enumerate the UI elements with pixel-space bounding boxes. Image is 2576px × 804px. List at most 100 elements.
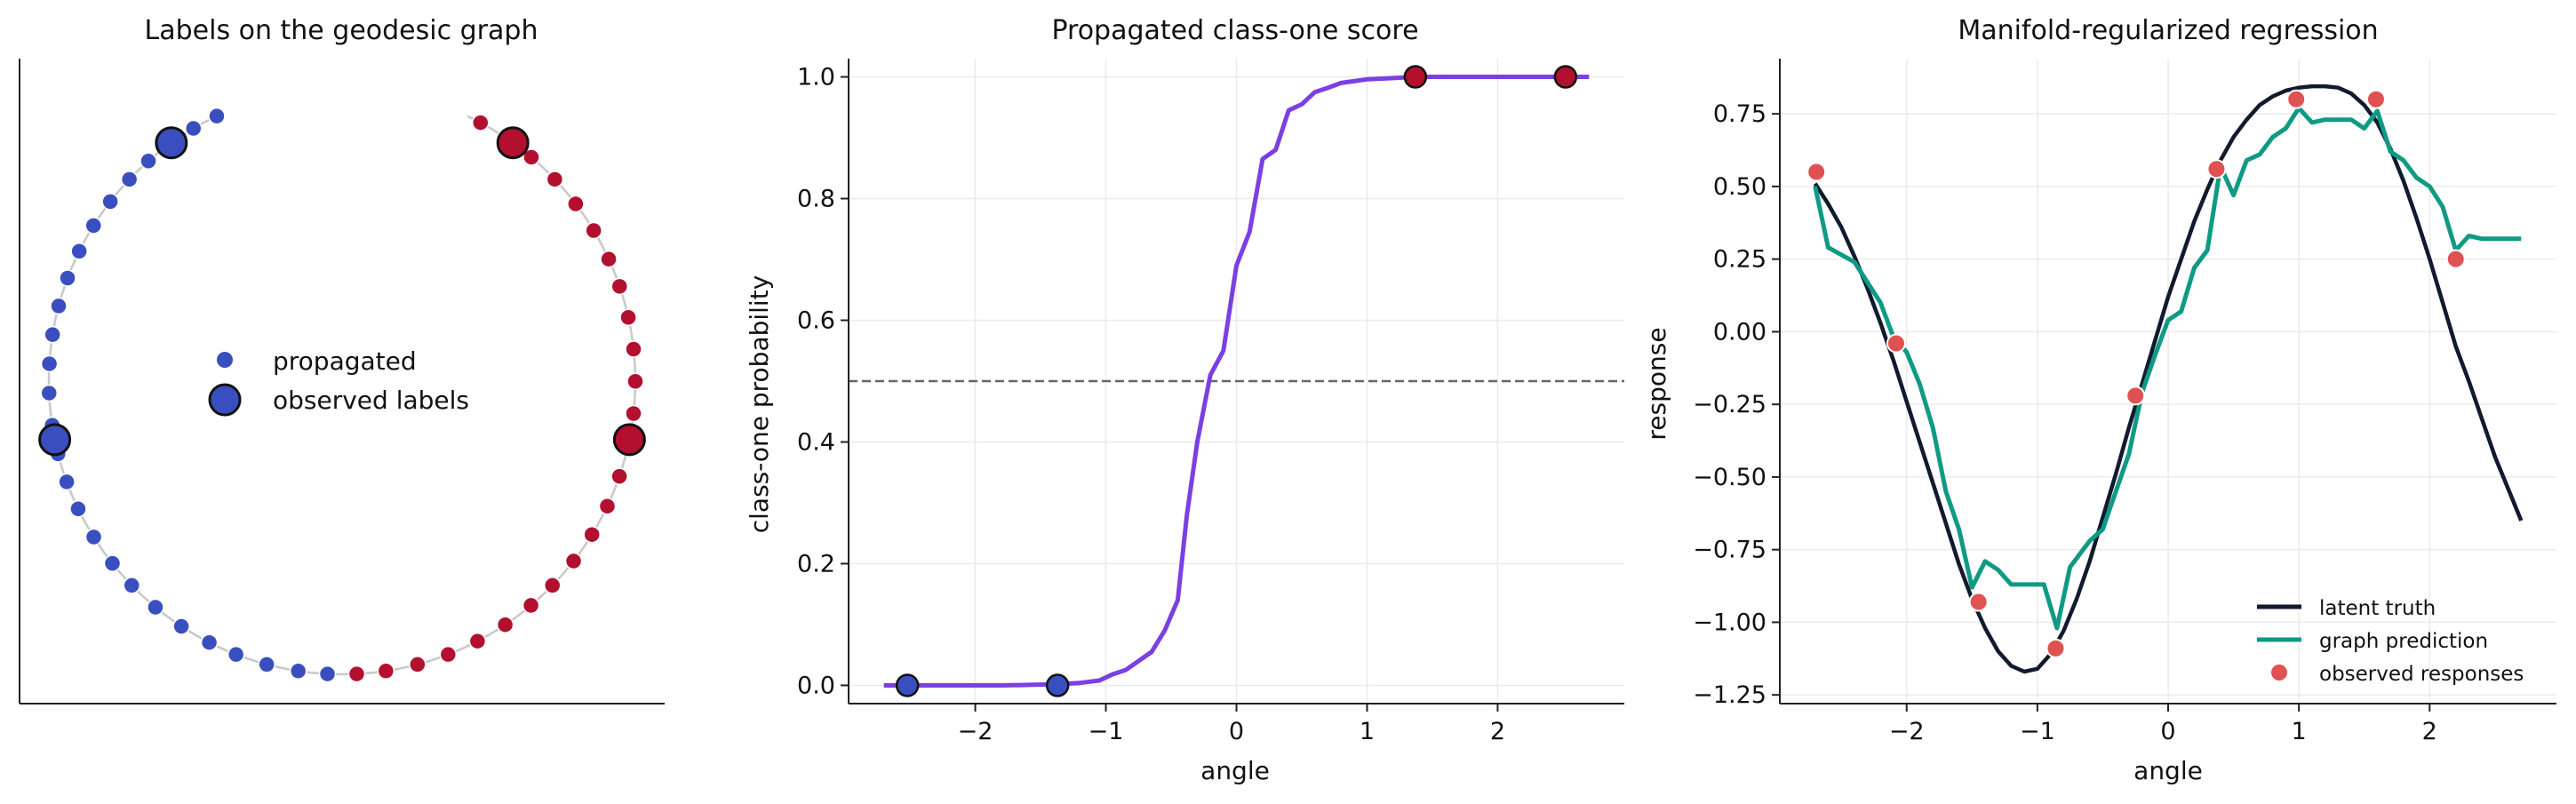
- panel-manifold-regression: Manifold-regularized regression −2 −1 0 1 2 …: [1642, 15, 2556, 785]
- propagated-point: [120, 171, 139, 188]
- observed-label-point: [1403, 65, 1428, 89]
- propagated-point: [50, 297, 68, 315]
- propagated-point: [289, 662, 307, 681]
- observed-label-points: [38, 126, 646, 457]
- observed-response-point: [1968, 592, 1989, 612]
- class-one-score-line: [883, 75, 1590, 688]
- legend-graph-prediction-label: graph prediction: [2319, 630, 2488, 653]
- latent-truth-line: [1813, 84, 2524, 674]
- propagated-point: [619, 308, 637, 326]
- panel3-y-label: response: [1642, 327, 1671, 440]
- panel2-title: Propagated class-one score: [1051, 15, 1418, 46]
- y-tick-label: 0.4: [797, 428, 835, 456]
- propagated-point: [600, 250, 618, 268]
- legend-propagated-marker: [217, 352, 233, 368]
- propagated-point: [69, 500, 87, 518]
- propagated-point: [567, 195, 585, 213]
- panel1-axes: [19, 59, 665, 704]
- observed-response-points: [1806, 89, 2466, 658]
- propagated-point: [585, 221, 602, 240]
- propagated-point: [40, 354, 59, 373]
- legend-observed-label: observed labels: [273, 386, 469, 415]
- legend-latent-truth-label: latent truth: [2319, 597, 2436, 620]
- y-tick-label: −1.00: [1693, 609, 1767, 636]
- propagated-point: [347, 665, 366, 683]
- propagated-point: [123, 577, 141, 594]
- x-tick-label: −1: [2020, 718, 2055, 745]
- graph-prediction-line: [1813, 106, 2522, 631]
- y-tick-label: 0.0: [797, 672, 835, 699]
- x-tick-label: 1: [2292, 718, 2307, 745]
- observed-response-point: [2046, 638, 2066, 658]
- x-tick-label: 1: [1360, 718, 1375, 745]
- observed-label-point: [1045, 673, 1070, 697]
- propagated-point: [626, 372, 644, 391]
- observed-label-points: [895, 65, 1578, 697]
- observed-label-point: [38, 423, 72, 457]
- y-tick-label: 0.6: [797, 307, 835, 335]
- y-tick-label: 0.2: [797, 550, 835, 577]
- legend-observed-responses-marker: [2269, 663, 2289, 682]
- legend-propagated-label: propagated: [273, 346, 417, 376]
- propagated-point: [172, 617, 190, 635]
- observed-label-point: [1553, 65, 1578, 89]
- regression-lines: [1813, 84, 2524, 674]
- panel3-title: Manifold-regularized regression: [1958, 15, 2378, 46]
- propagated-point: [377, 662, 395, 681]
- y-tick-label: −0.25: [1693, 391, 1767, 418]
- propagated-point: [70, 242, 88, 260]
- propagated-point: [522, 596, 540, 615]
- propagated-point: [409, 656, 427, 673]
- propagated-point: [439, 645, 458, 664]
- observed-response-point: [2365, 89, 2386, 109]
- observed-response-point: [2125, 386, 2146, 406]
- y-tick-label: 0.00: [1713, 318, 1767, 346]
- class-one-score-curve: [883, 75, 1590, 688]
- propagated-point: [227, 645, 245, 664]
- y-tick-label: −0.50: [1693, 464, 1767, 491]
- legend-observed-responses-label: observed responses: [2319, 663, 2524, 686]
- propagated-point: [496, 616, 514, 633]
- propagated-point: [59, 269, 76, 287]
- panel3-y-ticks: −1.25 −1.00 −0.75 −0.50 −0.25 0.00 0.25 0.50 0.7…: [1693, 100, 1780, 709]
- propagated-point: [546, 171, 564, 188]
- propagated-point: [40, 384, 59, 402]
- y-tick-label: −1.25: [1693, 681, 1767, 709]
- y-tick-label: 0.75: [1713, 100, 1767, 128]
- propagated-point: [200, 633, 219, 651]
- observed-label-point: [895, 673, 920, 697]
- y-tick-label: 0.50: [1713, 173, 1767, 201]
- observed-response-point: [2286, 89, 2307, 109]
- propagated-point: [84, 528, 103, 546]
- propagated-point: [147, 598, 164, 617]
- panel2-x-ticks: −2 −1 0 1 2: [958, 704, 1505, 745]
- y-tick-label: 0.8: [797, 186, 835, 213]
- propagated-point: [140, 152, 157, 171]
- propagated-point: [522, 148, 540, 166]
- propagated-point: [564, 552, 583, 570]
- y-tick-label: −0.75: [1693, 537, 1767, 564]
- panel3-x-label: angle: [2133, 756, 2203, 785]
- propagated-point: [543, 577, 562, 594]
- observed-label-point: [155, 126, 188, 160]
- propagated-point: [583, 525, 601, 544]
- propagated-point: [258, 656, 275, 673]
- observed-label-point: [612, 423, 646, 457]
- panel3-x-ticks: −2 −1 0 1 2: [1889, 704, 2437, 745]
- panel3-legend: latent truth graph prediction observed r…: [2257, 597, 2524, 686]
- x-tick-label: 0: [1229, 718, 1244, 745]
- panel-propagated-score: Propagated class-one score −2 −1 0 1 2 0.00.…: [745, 15, 1624, 785]
- y-tick-label: 1.0: [797, 64, 835, 92]
- observed-response-point: [1806, 162, 1827, 182]
- observed-response-point: [2445, 249, 2466, 269]
- panel3-grid: [1780, 59, 2556, 704]
- panel2-y-ticks: 0.0 0.2 0.4 0.6 0.8 1.0: [797, 64, 849, 699]
- observed-response-point: [1886, 333, 1906, 354]
- x-tick-label: −2: [1889, 718, 1925, 745]
- propagated-point: [58, 473, 76, 491]
- propagated-point: [84, 217, 103, 235]
- propagated-point: [101, 193, 119, 211]
- propagated-point: [625, 404, 642, 423]
- panel-geodesic-graph: Labels on the geodesic graph propagated …: [19, 15, 665, 704]
